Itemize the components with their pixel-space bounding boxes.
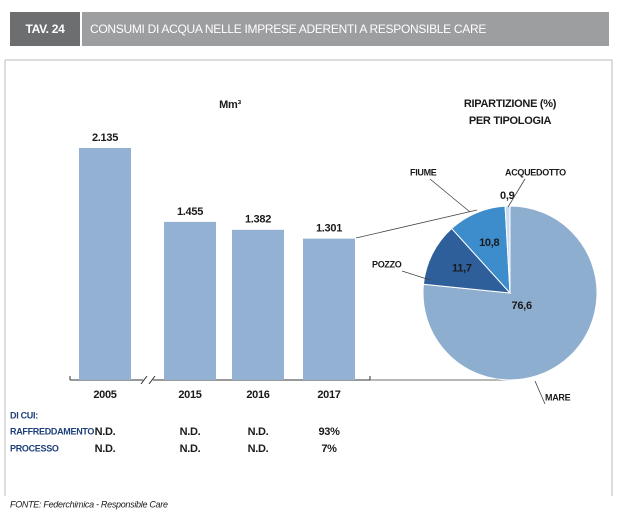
pie-slice: [422, 227, 512, 294]
axis-break: [140, 375, 156, 385]
callout-line: [507, 178, 526, 208]
callout-line: [429, 178, 471, 213]
row-label: RAFFREDDAMENTO: [10, 426, 94, 436]
bar: [164, 221, 216, 380]
value-label: 1.301: [316, 223, 342, 235]
pie-title: PER TIPOLOGIA: [469, 115, 552, 127]
unit-label: Mm³: [219, 99, 241, 111]
category-label: POZZO: [372, 259, 402, 269]
table-cell: N.D.: [180, 426, 201, 438]
callout-line: [401, 270, 431, 281]
pie-slice: [422, 205, 598, 381]
table-cell: N.D.: [248, 426, 269, 438]
category-label: FIUME: [410, 167, 437, 177]
slice-label: 11,7: [452, 263, 472, 275]
table-cell: N.D.: [95, 443, 116, 455]
slice-label: 76,6: [512, 300, 532, 312]
connector: [355, 209, 510, 381]
category-label: MARE: [545, 392, 571, 402]
row-label: PROCESSO: [10, 443, 59, 453]
source: FONTE: Federchimica - Responsible Care: [10, 499, 168, 509]
pie-title: RIPARTIZIONE (%): [464, 98, 557, 110]
header-tag: TAV. 24: [25, 22, 65, 36]
bar: [79, 148, 131, 380]
bar: [232, 229, 284, 380]
bar: [303, 238, 355, 380]
table-cell: 7%: [321, 443, 337, 455]
header-title: CONSUMI DI ACQUA NELLE IMPRESE ADERENTI …: [90, 22, 486, 36]
table-cell: N.D.: [95, 426, 116, 438]
value-label: 1.382: [245, 214, 271, 226]
table-cell: N.D.: [180, 443, 201, 455]
frame: [4, 59, 613, 496]
category-label: ACQUEDOTTO: [505, 167, 566, 177]
slice-label: 0,9: [500, 190, 515, 202]
x-tick-label: 2005: [93, 389, 116, 401]
callout-line: [534, 380, 546, 405]
header-tag-box: [10, 12, 80, 46]
table-cell: N.D.: [248, 443, 269, 455]
value-label: 1.455: [177, 206, 203, 218]
x-tick-label: 2017: [317, 389, 340, 401]
slice-label: 10,8: [479, 237, 499, 249]
x-tick-label: 2015: [178, 389, 201, 401]
header-title-box: [82, 12, 609, 46]
pie-slice: [504, 205, 511, 294]
table-heading: DI CUI:: [10, 410, 38, 420]
table-cell: 93%: [318, 426, 340, 438]
value-label: 2.135: [92, 132, 118, 144]
x-tick-label: 2016: [246, 389, 269, 401]
baseline-ends: [69, 376, 371, 380]
